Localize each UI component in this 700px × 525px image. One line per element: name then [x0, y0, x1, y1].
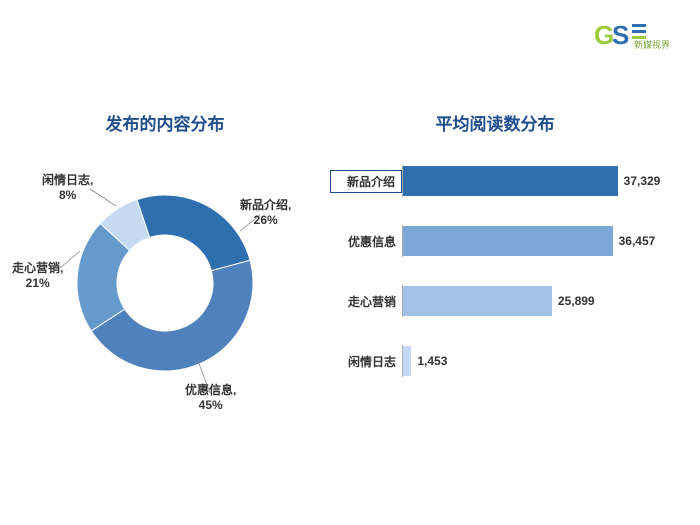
bar-row: 走心营销 25,899: [330, 283, 660, 319]
svg-text:S: S: [612, 20, 629, 50]
bar-fill: [403, 226, 613, 256]
donut-slice-label: 闲情日志,8%: [42, 173, 93, 203]
bar-category-label: 优惠信息: [330, 233, 402, 250]
bar-track: 25,899: [402, 285, 660, 317]
bar-row: 闲情日志 1,453: [330, 343, 660, 379]
bar-category-label: 新品介绍: [330, 170, 402, 193]
bar-fill: [403, 286, 552, 316]
bar-track: 36,457: [402, 225, 660, 257]
bar-category-label: 闲情日志: [330, 353, 402, 370]
donut-slice-label: 走心营销,21%: [12, 261, 63, 291]
donut-slice-label: 新品介绍,26%: [240, 198, 291, 228]
bar-category-label: 走心营销: [330, 293, 402, 310]
bar-row: 新品介绍 37,329: [330, 163, 660, 199]
bar-value-label: 36,457: [619, 234, 656, 248]
donut-chart-title: 发布的内容分布: [0, 110, 330, 135]
bar-fill: [403, 166, 618, 196]
bar-chart: 新品介绍 37,329 优惠信息 36,457 走心营销 25,899 闲情日志 1,453: [330, 163, 660, 379]
bar-track: 1,453: [402, 345, 660, 377]
bar-track: 37,329: [402, 165, 660, 197]
donut-slice-label: 优惠信息,45%: [185, 383, 236, 413]
svg-text:新媒视界: 新媒视界: [634, 39, 670, 50]
bar-chart-title: 平均阅读数分布: [330, 110, 660, 135]
bar-value-label: 37,329: [624, 174, 661, 188]
bar-value-label: 1,453: [417, 354, 447, 368]
bar-fill: [403, 346, 411, 376]
bar-row: 优惠信息 36,457: [330, 223, 660, 259]
donut-chart: 优惠信息,45%走心营销,21%闲情日志,8%新品介绍,26%: [0, 143, 330, 403]
donut-slice: [137, 195, 250, 271]
donut-chart-panel: 发布的内容分布 优惠信息,45%走心营销,21%闲情日志,8%新品介绍,26%: [0, 110, 330, 403]
bar-chart-panel: 平均阅读数分布 新品介绍 37,329 优惠信息 36,457 走心营销 25,899 闲情…: [330, 110, 700, 403]
bar-value-label: 25,899: [558, 294, 595, 308]
brand-logo: GS新媒视界: [594, 18, 672, 63]
